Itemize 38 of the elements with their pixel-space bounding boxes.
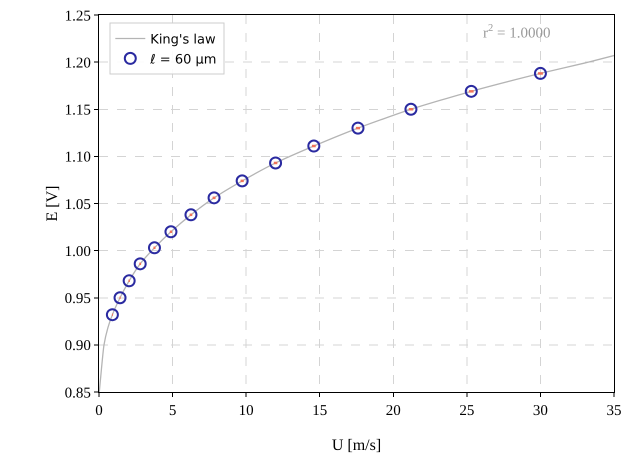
y-tick-label: 1.05 — [64, 196, 91, 213]
annotation: r$^{2}$ = 1.0000 — [483, 23, 550, 42]
x-tick-label: 5 — [168, 403, 176, 420]
y-tick-label: 0.95 — [64, 291, 91, 307]
y-tick-label: 1.25 — [64, 8, 91, 24]
line-series — [99, 54, 614, 392]
point — [307, 140, 320, 153]
x-tick-label: 0 — [95, 403, 103, 420]
point — [106, 308, 119, 322]
x-tick-label: 10 — [238, 403, 254, 420]
x-tick-label: 20 — [386, 403, 401, 420]
y-tick-label: 1.00 — [64, 244, 91, 260]
point — [236, 174, 249, 188]
point — [114, 291, 127, 304]
legend-label: ℓ = 60 μm — [149, 52, 216, 68]
point — [464, 84, 478, 98]
y-tick-label: 0.90 — [64, 338, 91, 354]
x-tick-label: 15 — [312, 403, 328, 420]
x-tick-label: 30 — [532, 403, 548, 420]
y-tick-label: 0.85 — [64, 385, 91, 402]
point — [164, 225, 178, 238]
point — [184, 208, 198, 222]
y-tick-label: 1.15 — [64, 102, 91, 118]
legend-label: King's law — [150, 32, 216, 48]
point — [122, 274, 136, 288]
y-tick-label: 1.10 — [64, 150, 91, 166]
point — [208, 191, 221, 204]
y-axis-title: E [V] — [44, 186, 61, 222]
point — [351, 122, 364, 135]
x-tick-label: 35 — [606, 403, 622, 420]
point — [148, 241, 161, 254]
y-tick-label: 1.20 — [64, 55, 91, 72]
point — [134, 257, 147, 270]
point — [404, 102, 418, 116]
x-tick-label: 25 — [459, 403, 474, 420]
point — [534, 66, 547, 80]
point — [269, 156, 282, 170]
x-axis-title: U [m/s] — [332, 437, 382, 454]
